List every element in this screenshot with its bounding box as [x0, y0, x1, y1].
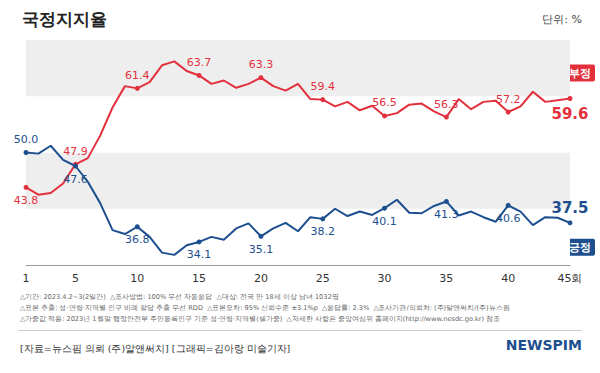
svg-text:41.3: 41.3	[434, 208, 459, 221]
svg-text:37.5: 37.5	[551, 199, 588, 217]
svg-text:△가중값 적용: 2023년 1월말 행정안전부 주민등록인: △가중값 적용: 2023년 1월말 행정안전부 주민등록인구 기준 성·연령·…	[20, 315, 500, 323]
svg-text:36.8: 36.8	[125, 233, 150, 246]
svg-text:61.4: 61.4	[125, 69, 150, 82]
svg-text:국정지지율: 국정지지율	[22, 9, 107, 29]
svg-text:긍정: 긍정	[569, 241, 591, 254]
svg-text:△표본 추출: 성·연령·지역별 인구 비례 할당 추출 무: △표본 추출: 성·연령·지역별 인구 비례 할당 추출 무선 RDD △표본오…	[20, 304, 510, 312]
svg-text:30: 30	[378, 272, 392, 285]
svg-text:35.1: 35.1	[249, 243, 274, 256]
svg-text:15: 15	[192, 272, 206, 285]
svg-text:20: 20	[254, 272, 268, 285]
svg-text:10: 10	[130, 272, 144, 285]
svg-text:38.2: 38.2	[310, 225, 335, 238]
svg-text:63.7: 63.7	[187, 56, 212, 69]
svg-text:59.6: 59.6	[551, 105, 588, 123]
svg-text:NEWSPIM: NEWSPIM	[506, 337, 582, 353]
svg-text:43.8: 43.8	[14, 194, 39, 207]
svg-text:35: 35	[439, 272, 453, 285]
svg-text:45회: 45회	[558, 272, 583, 285]
svg-text:56.3: 56.3	[434, 98, 459, 111]
svg-text:40.1: 40.1	[372, 215, 397, 228]
svg-text:34.1: 34.1	[187, 248, 212, 261]
svg-text:47.6: 47.6	[63, 173, 88, 186]
svg-text:25: 25	[316, 272, 330, 285]
svg-text:50.0: 50.0	[14, 133, 39, 146]
svg-text:부정: 부정	[569, 67, 591, 80]
svg-text:47.9: 47.9	[63, 145, 88, 158]
svg-text:1: 1	[23, 272, 30, 285]
svg-text:단위: %: 단위: %	[542, 13, 582, 26]
svg-text:63.3: 63.3	[249, 58, 274, 71]
svg-text:5: 5	[72, 272, 79, 285]
svg-text:△기간: 2023.4.2~3(2일간) △조사방법: 1: △기간: 2023.4.2~3(2일간) △조사방법: 100% 무선 자동응답…	[20, 293, 339, 301]
svg-text:56.5: 56.5	[372, 96, 397, 109]
svg-text:40: 40	[501, 272, 515, 285]
svg-text:40.6: 40.6	[496, 212, 520, 225]
svg-text:[자료=뉴스핌 의뢰 (주)알앤써치] [그래픽=김아랑 미: [자료=뉴스핌 의뢰 (주)알앤써치] [그래픽=김아랑 미술기자]	[20, 343, 290, 354]
svg-text:57.2: 57.2	[496, 93, 520, 106]
svg-text:59.4: 59.4	[310, 80, 335, 93]
